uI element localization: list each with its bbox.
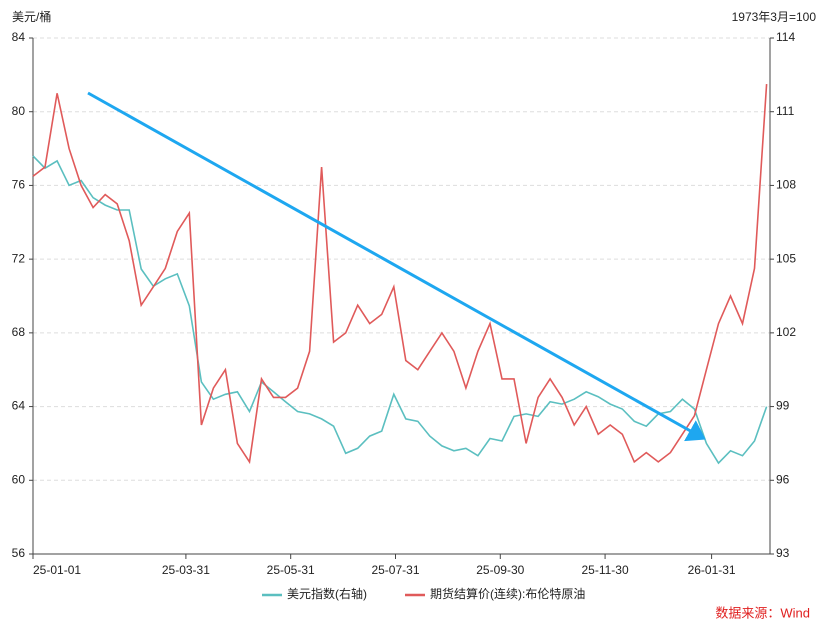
y2-tick-label: 114 [776,30,795,44]
y-tick-label: 76 [12,178,26,192]
x-tick-label: 25-03-31 [162,563,210,577]
series-line [32,84,768,465]
plot: 56 60 64 68 72 76 80 84 93 96 99 102 105 108 111 114 25-… [12,30,797,601]
series-line [32,155,768,465]
source: 数据来源：Wind [715,605,810,620]
trend-arrow [87,91,706,442]
y2-tick-label: 102 [776,325,796,339]
y2-tick-label: 108 [776,178,796,192]
y2-tick-label: 96 [776,472,790,486]
y-tick-label: 72 [12,251,26,265]
x-tick-label: 25-09-30 [476,563,524,577]
x-tick-label: 25-11-30 [581,563,628,577]
y-tick-label: 80 [12,104,26,118]
y-tick-label: 68 [12,325,26,339]
y2-tick-label: 105 [776,251,796,265]
legend-label: 期货结算价(连续):布伦特原油 [430,586,585,601]
x-tick-label: 25-01-01 [33,563,81,577]
y-tick-label: 60 [12,472,26,486]
x-tick-label: 25-05-31 [267,563,315,577]
y2-axis-label: 1973年3月=100 [732,10,817,24]
y2-tick-label: 93 [776,546,790,560]
y2-tick-label: 99 [776,399,790,413]
y-tick-label: 84 [12,30,26,44]
y-tick-label: 56 [12,546,26,560]
legend-label: 美元指数(右轴) [287,586,367,601]
x-tick-label: 26-01-31 [688,563,736,577]
x-tick-label: 25-07-31 [371,563,419,577]
y2-tick-label: 111 [776,104,795,118]
y-axis-label: 美元/桶 [12,9,51,24]
y-tick-label: 64 [12,399,26,413]
